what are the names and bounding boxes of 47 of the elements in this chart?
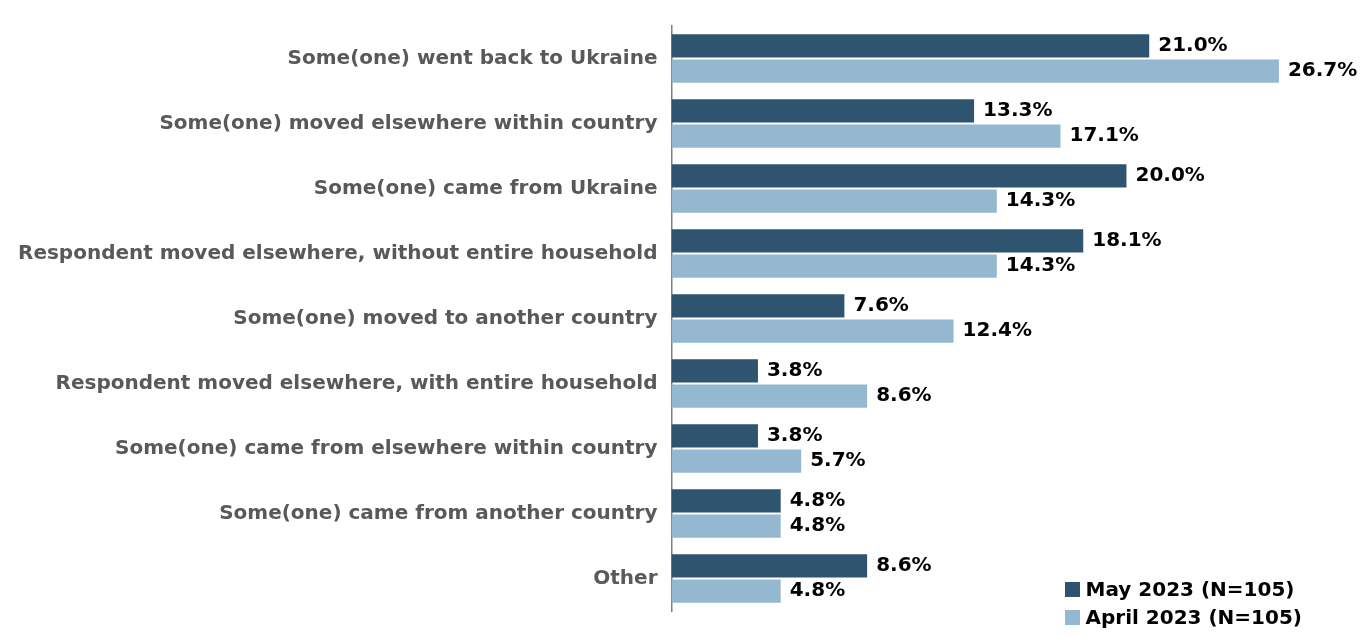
bar [671,449,802,473]
bar [671,124,1061,148]
data-label: 26.7% [1287,57,1358,82]
data-label: 8.6% [876,552,932,577]
y-tick-label: Some(one) moved elsewhere within country [159,109,658,134]
y-tick-label: Some(one) came from another country [219,499,658,524]
data-label: 12.4% [962,317,1032,342]
y-tick-label: Some(one) came from elsewhere within country [115,434,658,459]
data-label: 20.0% [1135,162,1205,187]
legend-label: April 2023 (N=105) [1085,605,1302,629]
bar [671,319,954,343]
y-tick-label: Other [593,564,658,589]
data-label: 4.8% [789,577,846,602]
data-label: 13.3% [983,97,1053,122]
bar [671,189,997,213]
bar [671,229,1084,253]
bar [671,59,1279,83]
data-label: 21.0% [1158,32,1228,57]
y-tick-label: Some(one) went back to Ukraine [287,44,658,69]
bar [671,254,997,278]
bar [671,99,975,123]
bar [671,579,781,603]
bar [671,164,1127,188]
data-label: 18.1% [1092,227,1162,252]
data-label: 8.6% [876,382,932,407]
y-tick-label: Respondent moved elsewhere, without entire household [17,239,658,264]
bar [671,384,868,408]
y-tick-label: Respondent moved elsewhere, with entire household [55,369,658,394]
data-label: 3.8% [766,357,823,382]
data-label: 3.8% [766,422,823,447]
data-label: 14.3% [1005,187,1076,212]
data-label: 17.1% [1069,122,1139,147]
legend-label: May 2023 (N=105) [1085,577,1295,601]
data-label: 7.6% [853,292,909,317]
y-tick-label: Some(one) moved to another country [233,304,658,329]
bar [671,514,781,538]
data-label: 4.8% [789,512,846,537]
data-label: 4.8% [789,487,846,512]
bar [671,554,868,578]
bar [671,294,845,318]
data-label: 14.3% [1005,252,1076,277]
bar [671,424,758,448]
data-label: 5.7% [810,447,866,472]
bar [671,359,758,383]
bar [671,34,1150,58]
y-tick-label: Some(one) came from Ukraine [313,174,658,199]
bar [671,489,781,513]
